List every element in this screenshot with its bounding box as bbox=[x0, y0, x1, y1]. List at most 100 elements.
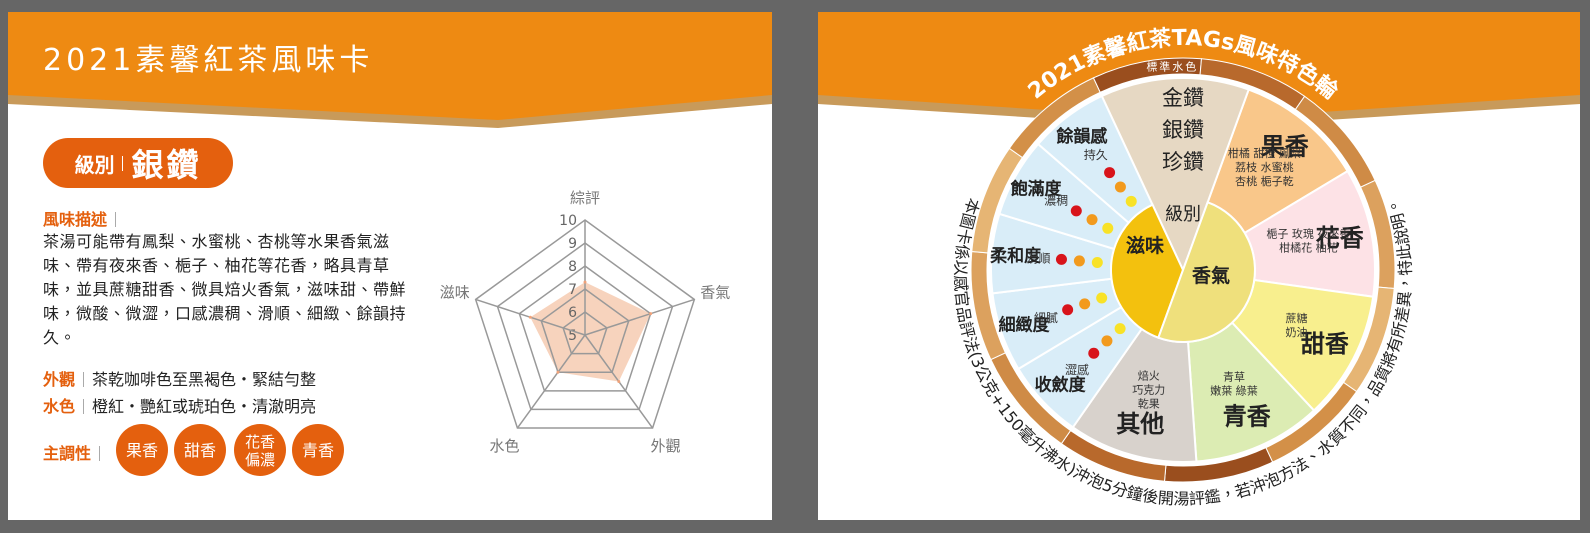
grade-value: 銀鑽 bbox=[131, 146, 202, 184]
axis-line bbox=[584, 298, 695, 336]
taste-name: 餘韻感 bbox=[1056, 126, 1107, 147]
grade-label: 級別 bbox=[1165, 204, 1201, 225]
level-dot bbox=[1091, 257, 1103, 269]
aroma-name: 青香 bbox=[1223, 403, 1271, 431]
taste-name: 飽滿度 bbox=[1010, 179, 1063, 200]
level-dot bbox=[1114, 181, 1126, 193]
taste-note: 滑順 bbox=[1027, 251, 1051, 265]
taste-core bbox=[1110, 203, 1185, 339]
aroma-note: 梔子 玫瑰 夜來香 bbox=[1266, 226, 1350, 240]
axis-label: 水色 bbox=[489, 437, 519, 455]
axis-label: 香氣 bbox=[700, 284, 730, 302]
radar-point bbox=[583, 280, 587, 284]
liquor-text: 橙紅・艷紅或琥珀色・清澈明亮 bbox=[92, 397, 317, 416]
tick-label: 7 bbox=[568, 282, 577, 298]
grade-option: 銀鑽 bbox=[1162, 118, 1204, 142]
axis-label: 綜評 bbox=[570, 189, 600, 207]
grid-ring bbox=[518, 265, 652, 392]
level-dot bbox=[1062, 304, 1074, 316]
grade-segment bbox=[1100, 77, 1250, 273]
level-dot bbox=[1104, 167, 1116, 179]
aroma-note: 蔗糖 bbox=[1286, 311, 1308, 325]
level-dot bbox=[1073, 255, 1085, 267]
note-tag bbox=[116, 424, 168, 476]
taste-label: 滋味 bbox=[1126, 234, 1164, 257]
aroma-note: 青草 bbox=[1223, 370, 1245, 383]
note-tag-text: 偏濃 bbox=[245, 451, 275, 469]
axis-line bbox=[516, 334, 586, 429]
level-dot bbox=[1055, 253, 1067, 265]
aroma-note: 乾果 bbox=[1138, 397, 1160, 410]
separator bbox=[99, 446, 101, 461]
level-dot bbox=[1101, 335, 1113, 347]
separator bbox=[83, 372, 85, 387]
appearance: 外觀 茶乾咖啡色至黑褐色・緊結勻整 bbox=[43, 366, 316, 390]
aroma-core bbox=[1157, 201, 1256, 343]
level-dot bbox=[1079, 298, 1091, 310]
tick-label: 8 bbox=[568, 259, 577, 275]
aroma-note: 巧克力 bbox=[1132, 383, 1165, 396]
taste-note: 細膩 bbox=[1034, 311, 1058, 325]
note-tag-text: 花香 bbox=[245, 433, 275, 451]
radar-point bbox=[649, 312, 653, 316]
aroma-note: 荔枝 水蜜桃 bbox=[1235, 160, 1294, 174]
taste-note: 澀感 bbox=[1065, 362, 1089, 377]
aroma-name: 果香 bbox=[1261, 133, 1309, 161]
grade-label: 級別 bbox=[74, 152, 115, 177]
liquor-label: 水色 bbox=[43, 397, 76, 416]
grade-option: 珍鑽 bbox=[1162, 150, 1204, 174]
tick-label: 6 bbox=[568, 305, 577, 321]
axis-label: 外觀 bbox=[651, 437, 681, 455]
level-dot bbox=[1125, 195, 1137, 207]
separator bbox=[122, 155, 124, 171]
desc-label: 風味描述 bbox=[43, 206, 124, 230]
appearance-text: 茶乾咖啡色至黑褐色・緊結勻整 bbox=[92, 370, 317, 389]
separator bbox=[115, 212, 117, 227]
taste-name: 柔和度 bbox=[990, 245, 1042, 266]
aroma-note: 柑橘 甜橙 鳳梨 bbox=[1228, 146, 1301, 160]
level-dot bbox=[1102, 222, 1114, 234]
key-notes-label: 主調性 bbox=[43, 440, 108, 464]
liquor: 水色 橙紅・艷紅或琥珀色・清澈明亮 bbox=[43, 393, 316, 417]
separator bbox=[83, 399, 85, 414]
radar-point bbox=[556, 370, 560, 374]
level-dot bbox=[1114, 323, 1126, 335]
taste-note: 持久 bbox=[1084, 147, 1108, 162]
note-tag bbox=[174, 424, 226, 476]
note-tag-text: 甜香 bbox=[184, 441, 216, 460]
taste-note: 濃稠 bbox=[1044, 194, 1068, 208]
tick-label: 10 bbox=[559, 213, 577, 229]
tick-label: 9 bbox=[568, 236, 577, 252]
note-tag bbox=[234, 424, 286, 476]
taste-name: 收斂度 bbox=[1035, 375, 1087, 396]
grid-ring bbox=[496, 242, 674, 411]
aroma-note: 嫩葉 綠葉 bbox=[1210, 383, 1258, 397]
level-dot bbox=[1096, 292, 1108, 304]
aroma-note: 杏桃 梔子乾 bbox=[1235, 174, 1294, 188]
left-title: 2021素馨紅茶風味卡 bbox=[43, 43, 373, 78]
aroma-name: 其他 bbox=[1116, 410, 1164, 438]
left-header bbox=[8, 12, 772, 120]
aroma-name: 甜香 bbox=[1301, 330, 1349, 358]
grade-option: 金鑽 bbox=[1162, 86, 1204, 110]
level-dot bbox=[1088, 347, 1100, 359]
aroma-note: 柑橘花 柚花 bbox=[1279, 240, 1338, 254]
grid-ring bbox=[540, 288, 630, 373]
aroma-note: 焙火 bbox=[1138, 368, 1160, 382]
note-tag-text: 果香 bbox=[126, 441, 158, 460]
axis-label: 滋味 bbox=[440, 284, 470, 302]
aroma-name: 花香 bbox=[1316, 224, 1364, 252]
taste-name: 細緻度 bbox=[999, 315, 1051, 336]
grid-ring bbox=[562, 311, 608, 355]
ring-label: 標準水色 bbox=[1146, 59, 1198, 73]
level-dot bbox=[1070, 205, 1082, 217]
desc-label-text: 風味描述 bbox=[43, 210, 108, 229]
appearance-label: 外觀 bbox=[43, 370, 76, 389]
radar-point bbox=[617, 380, 621, 384]
aroma-note: 奶油 bbox=[1286, 325, 1308, 339]
grid-ring bbox=[474, 219, 696, 429]
radar-point bbox=[528, 315, 532, 319]
